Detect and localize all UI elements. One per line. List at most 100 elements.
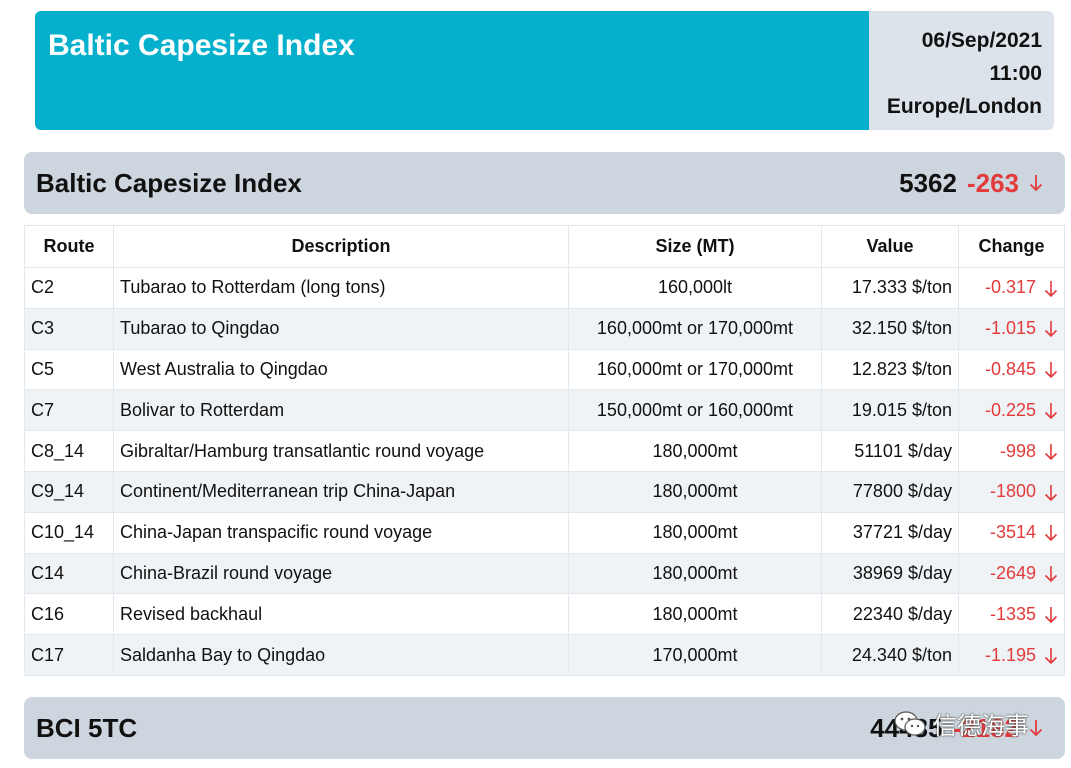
description-cell: Continent/Mediterranean trip China-Japan (113, 470, 569, 513)
description-cell-text: West Australia to Qingdao (120, 358, 328, 379)
size-cell-text: 170,000mt (652, 644, 738, 665)
change-cell: -1335 (958, 593, 1065, 636)
size-cell-text: 180,000mt (652, 603, 738, 624)
down-arrow-icon (1044, 647, 1058, 665)
wechat-icon (893, 709, 927, 739)
table-row: C3 Tubarao to Qingdao 160,000mt or 170,000… (24, 307, 1065, 350)
description-cell: Gibraltar/Hamburg transatlantic round vo… (113, 430, 569, 472)
description-cell: Revised backhaul (113, 593, 569, 636)
section-summary: 44435 -2182 (870, 713, 1043, 744)
table-row: C17 Saldanha Bay to Qingdao 170,000mt 24.34… (24, 634, 1065, 676)
change-cell-text: -1.015 (984, 318, 1036, 339)
description-cell-text: China-Brazil round voyage (120, 562, 333, 583)
value-cell-text: 19.015 $/ton (851, 399, 952, 420)
value-cell-text: 32.150 $/ton (851, 318, 952, 339)
change-cell-text: -3514 (989, 522, 1036, 543)
table-row: C8_14 Gibraltar/Hamburg transatlantic rou… (24, 430, 1065, 472)
description-cell: West Australia to Qingdao (113, 348, 569, 391)
description-cell-text: Continent/Mediterranean trip China-Japan (120, 481, 456, 502)
down-arrow-icon (1044, 320, 1058, 338)
change-cell: -1.015 (958, 307, 1065, 350)
route-cell: C10_14 (24, 511, 114, 554)
down-arrow-icon (1044, 606, 1058, 624)
size-cell: 180,000mt (568, 470, 822, 513)
value-cell: 12.823 $/ton (821, 348, 959, 391)
value-cell-text: 12.823 $/ton (851, 358, 952, 379)
page-header: Baltic Capesize Index 06/Sep/2021 11:00 … (35, 11, 1054, 130)
table-row: C9_14 Continent/Mediterranean trip China-… (24, 470, 1065, 513)
description-cell-text: Gibraltar/Hamburg transatlantic round vo… (120, 440, 485, 461)
route-cell-text: C7 (31, 399, 55, 420)
value-cell: 22340 $/day (821, 593, 959, 636)
down-arrow-icon (1044, 484, 1058, 502)
size-cell-text: 180,000mt (652, 562, 738, 583)
value-cell-text: 17.333 $/ton (851, 277, 952, 298)
route-cell: C9_14 (24, 470, 114, 513)
down-arrow-icon (1044, 402, 1058, 420)
section-bar-bci-5tc: BCI 5TC 44435 -2182 (24, 697, 1065, 759)
down-arrow-icon (1044, 565, 1058, 583)
value-cell-text: 51101 $/day (854, 440, 952, 461)
change-cell-text: -0.225 (984, 399, 1036, 420)
table-row: C10_14 China-Japan transpacific round voy… (24, 511, 1065, 554)
change-cell: -3514 (958, 511, 1065, 554)
description-cell-text: Tubarao to Rotterdam (long tons) (120, 277, 386, 298)
change-cell-text: -2649 (989, 562, 1036, 583)
section-change: -2182 (952, 712, 1020, 743)
page-title: Baltic Capesize Index (48, 29, 355, 62)
change-cell-text: -1335 (989, 603, 1036, 624)
size-cell-text: 180,000mt (652, 481, 738, 502)
table-row: C5 West Australia to Qingdao 160,000mt or … (24, 348, 1065, 391)
description-cell-text: China-Japan transpacific round voyage (120, 522, 433, 543)
column-header-change: Change (958, 225, 1065, 268)
size-cell: 150,000mt or 160,000mt (568, 389, 822, 432)
size-cell: 170,000mt (568, 634, 822, 676)
description-cell-text: Tubarao to Qingdao (120, 318, 280, 339)
down-arrow-icon (1044, 280, 1058, 298)
column-header-route: Route (24, 225, 114, 268)
size-cell: 160,000lt (568, 267, 822, 309)
value-cell: 77800 $/day (821, 470, 959, 513)
route-cell: C3 (24, 307, 114, 350)
watermark-text: 信德海事 (933, 713, 1029, 740)
value-cell: 17.333 $/ton (821, 267, 959, 309)
change-cell-text: -998 (999, 440, 1036, 461)
route-cell-text: C17 (31, 644, 65, 665)
section-summary: 5362 -263 (899, 168, 1043, 199)
size-cell: 160,000mt or 170,000mt (568, 307, 822, 350)
section-value: 5362 (899, 167, 957, 198)
change-cell: -0.317 (958, 267, 1065, 309)
route-cell-text: C16 (31, 603, 65, 624)
size-cell-text: 160,000mt or 170,000mt (596, 358, 794, 379)
value-cell: 51101 $/day (821, 430, 959, 472)
table-row: C2 Tubarao to Rotterdam (long tons) 160,00… (24, 267, 1065, 309)
routes-table-body: C2 Tubarao to Rotterdam (long tons) 160,00… (24, 267, 1065, 676)
value-cell-text: 22340 $/day (852, 603, 952, 624)
description-cell: Bolivar to Rotterdam (113, 389, 569, 432)
change-cell: -0.845 (958, 348, 1065, 391)
route-cell: C2 (24, 267, 114, 309)
change-cell-text: -0.845 (984, 358, 1036, 379)
change-cell: -0.225 (958, 389, 1065, 432)
size-cell: 180,000mt (568, 511, 822, 554)
size-cell: 180,000mt (568, 593, 822, 636)
route-cell-text: C3 (31, 318, 55, 339)
size-cell-text: 160,000lt (657, 277, 733, 298)
section-title: Baltic Capesize Index (36, 167, 302, 198)
header-title-box: Baltic Capesize Index (35, 11, 869, 130)
route-cell-text: C8_14 (31, 440, 85, 461)
table-header-row: Route Description Size (MT) Value Change (24, 225, 1065, 268)
down-arrow-icon (1044, 361, 1058, 379)
value-cell: 32.150 $/ton (821, 307, 959, 350)
table-row: C16 Revised backhaul 180,000mt 22340 $/day -… (24, 593, 1065, 636)
header-date: 06/Sep/2021 (921, 29, 1042, 52)
down-arrow-icon (1029, 174, 1043, 192)
header-meta: 06/Sep/2021 11:00 Europe/London (869, 11, 1054, 130)
down-arrow-icon (1044, 524, 1058, 542)
route-cell: C16 (24, 593, 114, 636)
route-cell-text: C10_14 (31, 522, 95, 543)
description-cell: Tubarao to Qingdao (113, 307, 569, 350)
value-cell: 37721 $/day (821, 511, 959, 554)
value-cell: 38969 $/day (821, 552, 959, 595)
down-arrow-icon (1029, 719, 1043, 737)
